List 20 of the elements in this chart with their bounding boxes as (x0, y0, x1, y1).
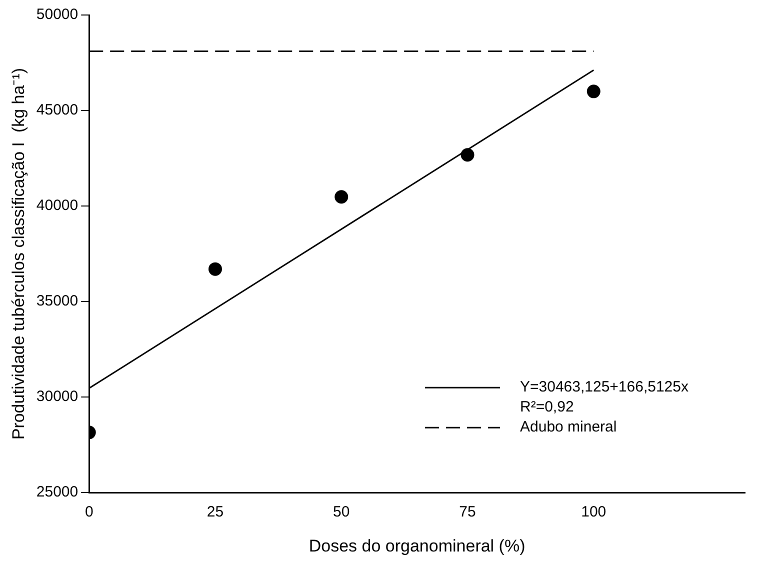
point (208, 262, 222, 276)
legend-label: Y=30463,125+166,5125x (520, 378, 689, 396)
legend-label: Adubo mineral (520, 418, 617, 436)
point (460, 148, 474, 162)
x-tick-label: 50 (333, 504, 350, 521)
annotation: R²=0,92 (520, 398, 574, 416)
y-tick-label: 45000 (36, 102, 78, 119)
x-tick-label: 25 (206, 504, 224, 521)
y-axis-title: Produtividade tubérculos classificação I (kg ha⁻¹) (8, 68, 28, 440)
y-tick-label: 35000 (36, 292, 78, 310)
point (334, 190, 348, 204)
y-tick-label: 25000 (36, 484, 78, 501)
y-tick-label: 40000 (36, 197, 78, 214)
x-tick-label: 75 (459, 504, 476, 521)
x-tick-label: 0 (84, 504, 94, 521)
y-tick-label: 30000 (36, 388, 78, 406)
y-tick-label: 50000 (36, 6, 78, 24)
x-tick-label: 100 (581, 504, 606, 521)
x-axis-title: Doses do organomineral (%) (308, 536, 526, 556)
point (586, 84, 600, 98)
